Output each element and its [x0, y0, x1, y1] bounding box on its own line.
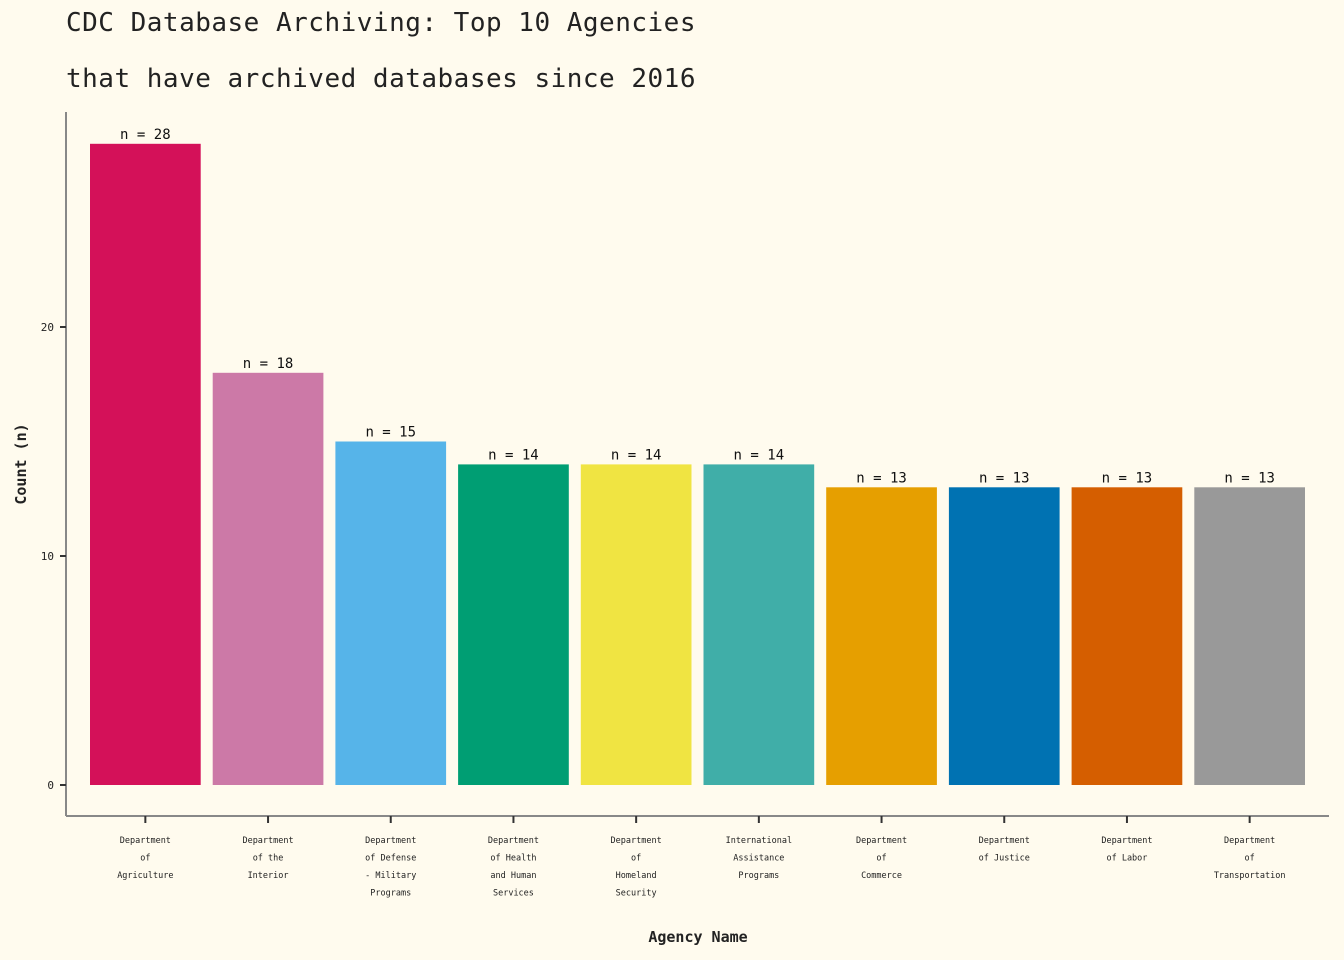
bar-value-label: n = 13: [979, 470, 1030, 486]
x-tick-label-line: - Military: [365, 871, 416, 881]
x-tick-label: Department of Health and Human Services: [488, 836, 539, 899]
x-tick-label-line: Programs: [738, 871, 779, 881]
x-tick-label: Department of Transportation: [1214, 836, 1286, 881]
x-tick-label-line: Department: [242, 836, 293, 846]
y-axis-label: Count (n): [12, 423, 30, 504]
x-tick-label-line: Department: [1101, 836, 1152, 846]
x-tick-label-line: of Labor: [1106, 854, 1147, 864]
x-tick-label: Department of Labor: [1101, 836, 1152, 864]
bar: [335, 441, 447, 785]
x-tick-label-line: of the: [253, 854, 284, 864]
data-labels-group: n = 28 n = 18 n = 15 n = 14 n = 14 n = 14 n = …: [120, 127, 1275, 486]
chart-subtitle: that have archived databases since 2016: [66, 64, 696, 94]
x-tick-label-line: Security: [616, 889, 657, 899]
x-tick-label-line: Department: [365, 836, 416, 846]
x-tick-label-line: Interior: [248, 871, 289, 881]
x-tick-label: Department of Homeland Security: [611, 836, 662, 899]
bar-value-label: n = 14: [488, 447, 539, 463]
x-tick-label-line: Department: [979, 836, 1030, 846]
x-tick-label-line: Department: [856, 836, 907, 846]
x-tick-label: Department of Commerce: [856, 836, 907, 881]
x-tick-label-line: Department: [120, 836, 171, 846]
x-tick-label-line: Assistance: [733, 854, 784, 864]
x-tick-label-line: International: [726, 836, 793, 846]
x-tick-label-line: Agriculture: [117, 871, 173, 881]
x-tick-label-line: Department: [1224, 836, 1275, 846]
x-tick-label-line: of: [631, 854, 641, 864]
x-tick-label-line: Services: [493, 889, 534, 899]
x-tick-label-line: of: [140, 854, 150, 864]
bar: [458, 464, 569, 785]
x-tick-label-line: of: [1245, 854, 1255, 864]
x-tick-label-line: Transportation: [1214, 871, 1286, 881]
bar: [826, 487, 937, 785]
x-tick-label: Department of Justice: [979, 836, 1030, 864]
x-tick-label: International Assistance Programs: [726, 836, 793, 881]
x-tick-label-line: of Health: [490, 854, 536, 864]
x-tick-label-line: Department: [611, 836, 662, 846]
bar: [580, 464, 692, 785]
x-tick-label: Department of Defense - Military Programs: [365, 836, 416, 899]
bar: [1194, 487, 1305, 785]
y-tick-label: 10: [41, 550, 54, 563]
bar-value-label: n = 14: [734, 447, 785, 463]
x-axis: Department of Agriculture Department of the I…: [66, 815, 1329, 899]
bar: [703, 464, 815, 785]
bar-value-label: n = 13: [856, 470, 907, 486]
bar: [212, 372, 324, 785]
x-tick-label-line: of: [876, 854, 886, 864]
x-tick-label-line: Programs: [370, 889, 411, 899]
y-tick-label: 20: [41, 321, 54, 334]
y-tick-label: 0: [47, 779, 54, 792]
x-tick-label-line: of Defense: [365, 854, 416, 864]
x-tick-label: Department of Agriculture: [117, 836, 173, 881]
bar-value-label: n = 15: [365, 425, 416, 441]
bar: [948, 487, 1060, 785]
x-tick-label-line: Department: [488, 836, 539, 846]
chart-title: CDC Database Archiving: Top 10 Agencies: [66, 8, 696, 38]
bar-value-label: n = 18: [243, 356, 294, 372]
x-tick-label-line: Commerce: [861, 871, 902, 881]
bar-value-label: n = 28: [120, 127, 171, 143]
bar-value-label: n = 13: [1102, 470, 1153, 486]
x-axis-label: Agency Name: [648, 928, 747, 946]
bar-value-label: n = 13: [1224, 470, 1275, 486]
x-tick-label: Department of the Interior: [242, 836, 293, 881]
bar: [1071, 487, 1183, 785]
bars-group: [90, 143, 1305, 786]
bar-value-label: n = 14: [611, 447, 662, 463]
x-tick-label-line: and Human: [490, 871, 536, 881]
x-tick-label-line: of Justice: [979, 854, 1030, 864]
bar: [90, 143, 201, 786]
x-tick-label-line: Homeland: [616, 871, 657, 881]
y-axis: 0 10 20: [41, 112, 67, 816]
